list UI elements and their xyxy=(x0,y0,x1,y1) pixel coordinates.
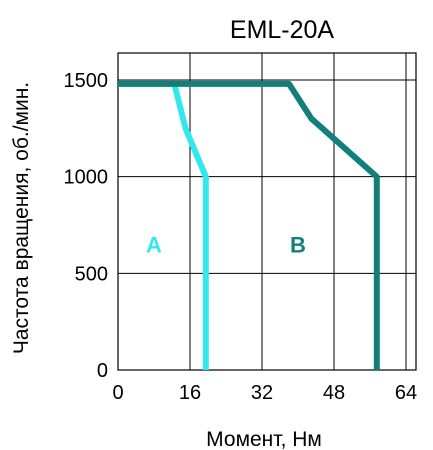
y-tick-label-1: 500 xyxy=(75,263,108,285)
series-label-a: A xyxy=(146,232,162,257)
x-tick-label-1: 16 xyxy=(179,382,201,404)
plot-frame xyxy=(117,52,417,371)
y-tick-label-0: 0 xyxy=(97,360,108,382)
x-axis-label: Момент, Нм xyxy=(206,428,322,450)
y-tick-label-3: 1500 xyxy=(64,70,109,92)
series-line-a xyxy=(118,80,209,370)
x-tick-label-4: 64 xyxy=(395,382,417,404)
grid xyxy=(117,52,417,371)
y-tick-label-2: 1000 xyxy=(64,167,109,189)
series-line-b xyxy=(118,80,380,370)
tick-labels: 0 16 32 48 64 0 500 1000 1500 xyxy=(64,70,418,404)
x-tick-label-2: 32 xyxy=(251,382,273,404)
x-tick-label-3: 48 xyxy=(323,382,345,404)
chart-title: EML-20A xyxy=(230,16,335,44)
series-label-b: B xyxy=(290,232,306,257)
series-layer xyxy=(118,80,380,370)
y-axis-label: Частота вращения, об./мин. xyxy=(10,82,33,354)
x-tick-label-0: 0 xyxy=(112,382,123,404)
